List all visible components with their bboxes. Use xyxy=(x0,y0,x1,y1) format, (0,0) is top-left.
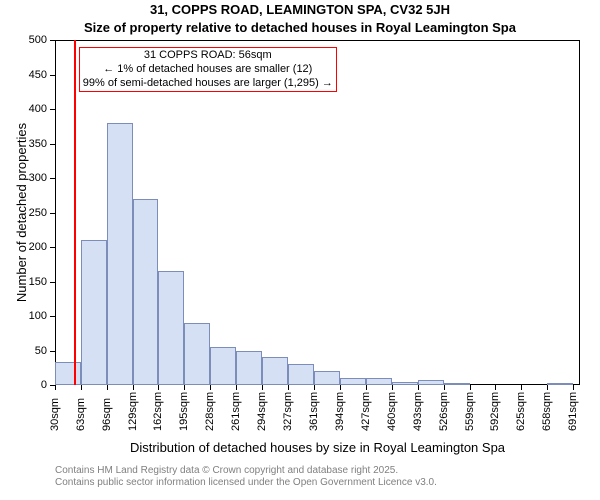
marker-line xyxy=(74,40,76,385)
ytick-label: 0 xyxy=(0,379,47,391)
attribution-line1: Contains HM Land Registry data © Crown c… xyxy=(55,465,600,477)
xtick-label: 195sqm xyxy=(178,401,190,431)
ytick-label: 300 xyxy=(0,172,47,184)
xtick-label: 294sqm xyxy=(256,401,268,431)
ytick-mark xyxy=(50,178,55,179)
ytick-label: 200 xyxy=(0,241,47,253)
xtick-label: 592sqm xyxy=(489,401,501,431)
xtick-label: 559sqm xyxy=(464,401,476,431)
xtick-mark xyxy=(521,385,522,390)
histogram-bar xyxy=(288,364,315,385)
xtick-mark xyxy=(573,385,574,390)
histogram-bar xyxy=(418,380,444,385)
xtick-mark xyxy=(340,385,341,390)
xtick-label: 63sqm xyxy=(75,401,87,431)
xtick-mark xyxy=(366,385,367,390)
xtick-label: 526sqm xyxy=(438,401,450,431)
chart-title-line2: Size of property relative to detached ho… xyxy=(0,20,600,35)
xtick-label: 427sqm xyxy=(360,401,372,431)
xtick-label: 162sqm xyxy=(152,401,164,431)
xtick-mark xyxy=(210,385,211,390)
histogram-bar xyxy=(314,371,340,385)
attribution-line2: Contains public sector information licen… xyxy=(55,477,600,489)
xtick-mark xyxy=(184,385,185,390)
xtick-label: 460sqm xyxy=(386,401,398,431)
ytick-label: 500 xyxy=(0,34,47,46)
ytick-label: 50 xyxy=(0,345,47,357)
xtick-label: 625sqm xyxy=(515,401,527,431)
annotation-box: 31 COPPS ROAD: 56sqm← 1% of detached hou… xyxy=(79,47,338,92)
xtick-mark xyxy=(392,385,393,390)
xtick-label: 394sqm xyxy=(334,401,346,431)
xtick-label: 261sqm xyxy=(230,401,242,431)
xtick-mark xyxy=(133,385,134,390)
xtick-mark xyxy=(314,385,315,390)
ytick-mark xyxy=(50,282,55,283)
histogram-bar xyxy=(81,240,107,385)
histogram-bar xyxy=(340,378,366,385)
xtick-label: 361sqm xyxy=(308,401,320,431)
histogram-bar xyxy=(107,123,133,385)
ytick-mark xyxy=(50,247,55,248)
xtick-label: 30sqm xyxy=(49,401,61,431)
xtick-mark xyxy=(444,385,445,390)
histogram-bar xyxy=(55,362,81,385)
histogram-bar xyxy=(392,382,418,385)
histogram-bar xyxy=(158,271,184,385)
histogram-bar xyxy=(444,383,470,385)
xtick-mark xyxy=(81,385,82,390)
xtick-label: 691sqm xyxy=(567,401,579,431)
ytick-label: 450 xyxy=(0,69,47,81)
xtick-label: 327sqm xyxy=(282,401,294,431)
chart-container: 31, COPPS ROAD, LEAMINGTON SPA, CV32 5JH… xyxy=(0,0,600,500)
xtick-mark xyxy=(158,385,159,390)
ytick-label: 350 xyxy=(0,138,47,150)
xtick-mark xyxy=(470,385,471,390)
ytick-mark xyxy=(50,213,55,214)
histogram-bar xyxy=(184,323,210,385)
histogram-bar xyxy=(262,357,288,385)
histogram-bar xyxy=(236,351,262,386)
ytick-label: 250 xyxy=(0,207,47,219)
ytick-mark xyxy=(50,351,55,352)
ytick-mark xyxy=(50,75,55,76)
xtick-mark xyxy=(288,385,289,390)
xtick-mark xyxy=(547,385,548,390)
ytick-label: 100 xyxy=(0,310,47,322)
histogram-bar xyxy=(210,347,236,385)
ytick-mark xyxy=(50,40,55,41)
ytick-mark xyxy=(50,144,55,145)
annotation-line1: 31 COPPS ROAD: 56sqm xyxy=(80,48,337,62)
xtick-mark xyxy=(236,385,237,390)
histogram-bar xyxy=(366,378,392,385)
attribution-text: Contains HM Land Registry data © Crown c… xyxy=(0,465,600,489)
xtick-label: 493sqm xyxy=(412,401,424,431)
annotation-line2: ← 1% of detached houses are smaller (12) xyxy=(80,62,337,76)
xtick-mark xyxy=(418,385,419,390)
xtick-mark xyxy=(495,385,496,390)
chart-title-line1: 31, COPPS ROAD, LEAMINGTON SPA, CV32 5JH xyxy=(0,2,600,17)
xtick-label: 228sqm xyxy=(204,401,216,431)
histogram-bar xyxy=(133,199,159,385)
histogram-bar xyxy=(547,383,573,385)
x-axis-label: Distribution of detached houses by size … xyxy=(55,440,580,455)
xtick-mark xyxy=(262,385,263,390)
xtick-label: 658sqm xyxy=(541,401,553,431)
ytick-mark xyxy=(50,316,55,317)
xtick-label: 96sqm xyxy=(101,401,113,431)
xtick-mark xyxy=(107,385,108,390)
ytick-label: 400 xyxy=(0,103,47,115)
annotation-line3: 99% of semi-detached houses are larger (… xyxy=(80,76,337,90)
xtick-label: 129sqm xyxy=(127,401,139,431)
ytick-mark xyxy=(50,109,55,110)
xtick-mark xyxy=(55,385,56,390)
ytick-label: 150 xyxy=(0,276,47,288)
